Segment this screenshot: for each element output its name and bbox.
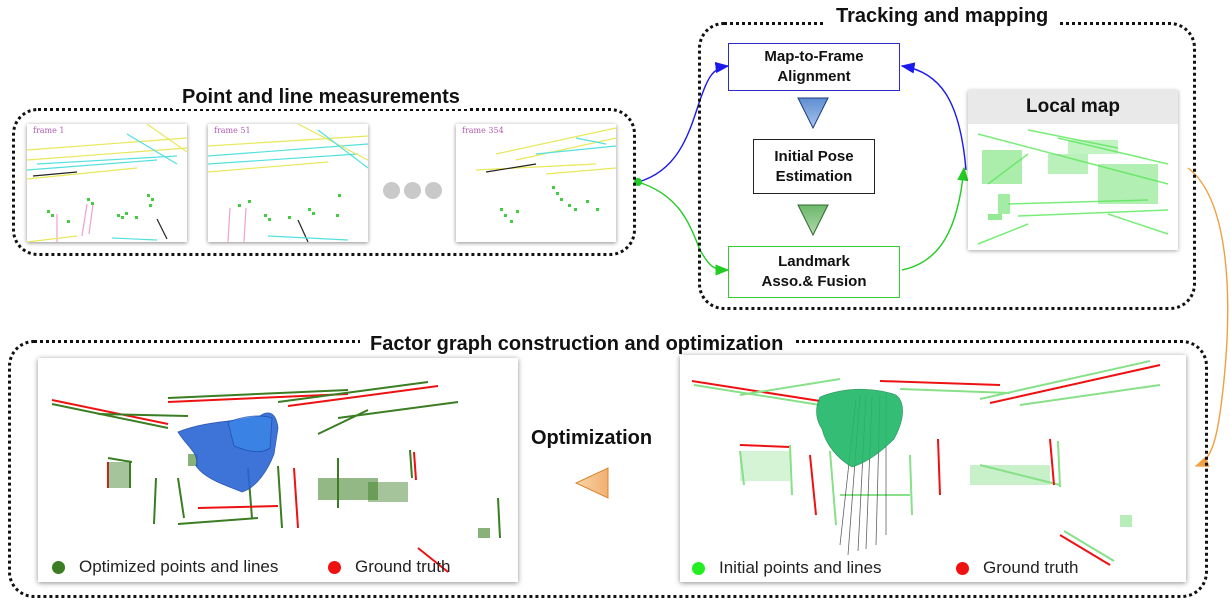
legend-optimized: Optimized points and lines [52,557,278,577]
frame-image-354: frame 354 [456,124,616,242]
green-dot-icon [52,560,65,574]
red-dot-icon [956,561,969,575]
ellipsis-dot-icon [383,182,400,199]
legend-ground-truth-right: Ground truth [956,558,1078,578]
legend-initial-label: Initial points and lines [719,558,882,577]
frame-image-51: frame 51 [208,124,368,242]
optimized-map-render [51,381,501,573]
frame-label: frame 51 [214,126,251,135]
triangle-left-orange-icon [574,467,609,499]
arrow-landmark-to-localmap [901,166,969,271]
legend-optimized-label: Optimized points and lines [79,557,279,576]
map-to-frame-alignment-box: Map-to-Frame Alignment [728,43,900,91]
frame-label: frame 354 [462,126,504,135]
arrow-localmap-to-factorgraph [1187,167,1229,467]
ellipsis-dot-icon [425,182,442,199]
arrow-localmap-to-alignment [900,62,967,171]
factor-graph-title: Factor graph construction and optimizati… [360,333,794,356]
optimization-label: Optimization [531,427,653,449]
frame-image-1: frame 1 [27,124,187,242]
legend-ground-truth: Ground truth [328,557,450,577]
measurements-box [12,108,636,256]
triangle-down-blue-icon [797,97,829,130]
green-dot-icon [692,561,705,575]
optimized-map-panel: Optimized points and lines Ground truth [38,358,518,582]
initial-pose-estimation-box: Initial Pose Estimation [753,139,875,194]
local-map-title: Local map [1026,96,1120,117]
legend-initial: Initial points and lines [692,558,882,578]
ellipsis-dot-icon [404,182,421,199]
red-dot-icon [328,560,341,574]
measurements-title: Point and line measurements [172,86,470,109]
local-map-panel: Local map [968,90,1178,250]
junction-dot [634,178,642,186]
frame-label: frame 1 [33,126,65,135]
initial-map-panel: Initial points and lines Ground truth [680,355,1186,582]
triangle-down-green-icon [797,204,829,237]
initial-map-render [691,360,1161,566]
legend-ground-truth-right-label: Ground truth [983,558,1079,577]
landmark-association-fusion-box: Landmark Asso.& Fusion [728,246,900,298]
legend-ground-truth-label: Ground truth [355,557,451,576]
tracking-title: Tracking and mapping [826,5,1059,28]
